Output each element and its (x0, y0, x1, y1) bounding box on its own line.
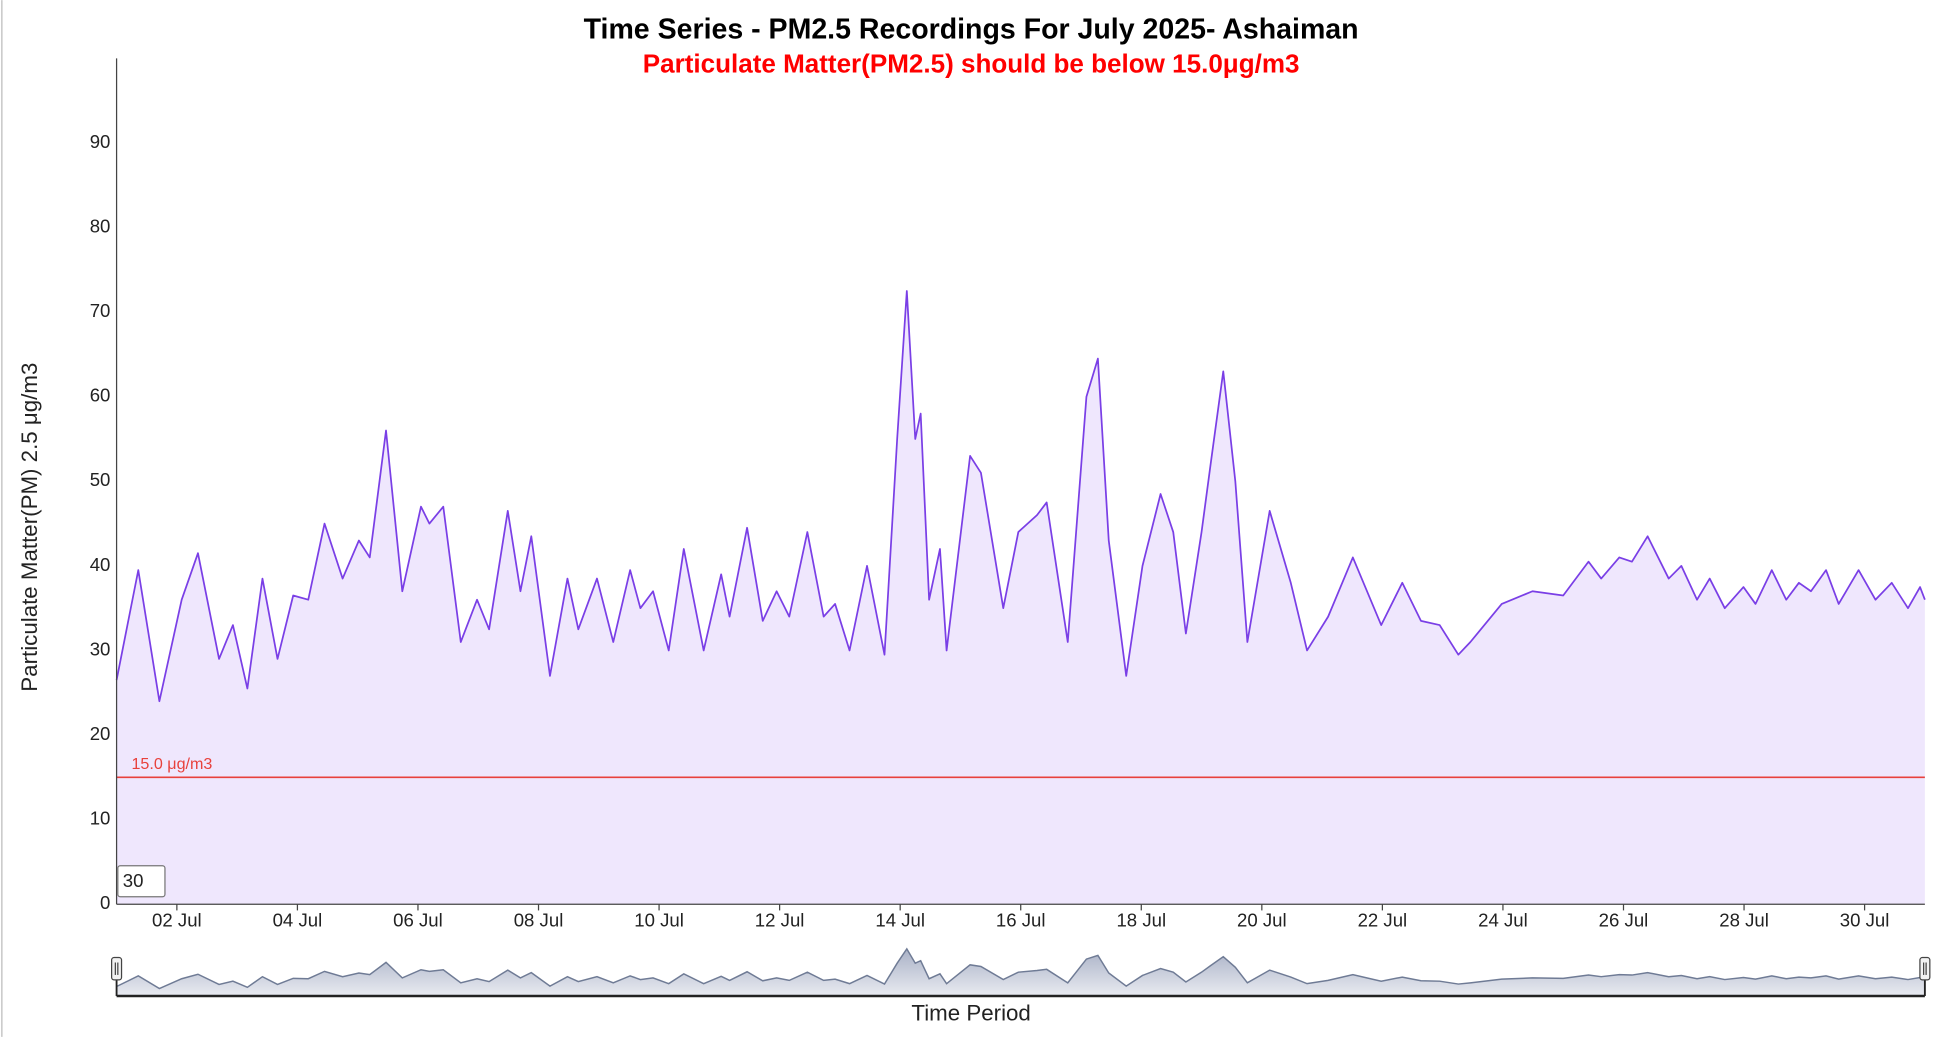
y-axis-title: Particulate Matter(PM) 2.5 μg/m3 (17, 363, 42, 692)
x-tick-label: 20 Jul (1237, 909, 1287, 930)
x-tick-label: 12 Jul (755, 909, 805, 930)
x-tick-label: 08 Jul (514, 909, 564, 930)
y-tick-label: 60 (90, 385, 111, 406)
x-tick-label: 04 Jul (273, 909, 323, 930)
x-tick-label: 16 Jul (996, 909, 1046, 930)
x-tick-label: 24 Jul (1478, 909, 1528, 930)
x-tick-label: 28 Jul (1719, 909, 1769, 930)
navigator-handle[interactable] (1919, 956, 1931, 981)
y-tick-label: 80 (90, 215, 111, 236)
y-tick-label: 40 (90, 554, 111, 575)
x-tick-label: 30 Jul (1840, 909, 1890, 930)
x-tick-label: 14 Jul (875, 909, 925, 930)
threshold-label: 15.0 μg/m3 (131, 755, 212, 773)
x-tick-label: 26 Jul (1599, 909, 1649, 930)
chart-title: Time Series - PM2.5 Recordings For July … (584, 14, 1359, 46)
x-tick-label: 22 Jul (1358, 909, 1408, 930)
y-tick-label: 30 (90, 638, 111, 659)
area (116, 290, 1925, 905)
y-tick-label: 20 (90, 723, 111, 744)
y-tick-label: 90 (90, 131, 111, 152)
y-tick-label: 10 (90, 808, 111, 829)
x-tick-label: 02 Jul (152, 909, 202, 930)
navigator-line (116, 947, 1926, 990)
chart-subtitle: Particulate Matter(PM2.5) should be belo… (643, 49, 1300, 79)
line (115, 290, 1926, 703)
x-tick-label: 10 Jul (634, 909, 684, 930)
y-tick-label: 70 (90, 300, 111, 321)
range-input[interactable]: 30 (123, 870, 144, 891)
x-tick-label: 18 Jul (1116, 909, 1166, 930)
x-tick-label: 06 Jul (393, 909, 443, 930)
y-tick-label: 0 (100, 892, 110, 913)
navigator-handle[interactable] (111, 956, 123, 981)
range-input-box[interactable] (117, 865, 166, 898)
y-tick-label: 50 (90, 469, 111, 490)
x-axis-title: Time Period (911, 1000, 1030, 1025)
